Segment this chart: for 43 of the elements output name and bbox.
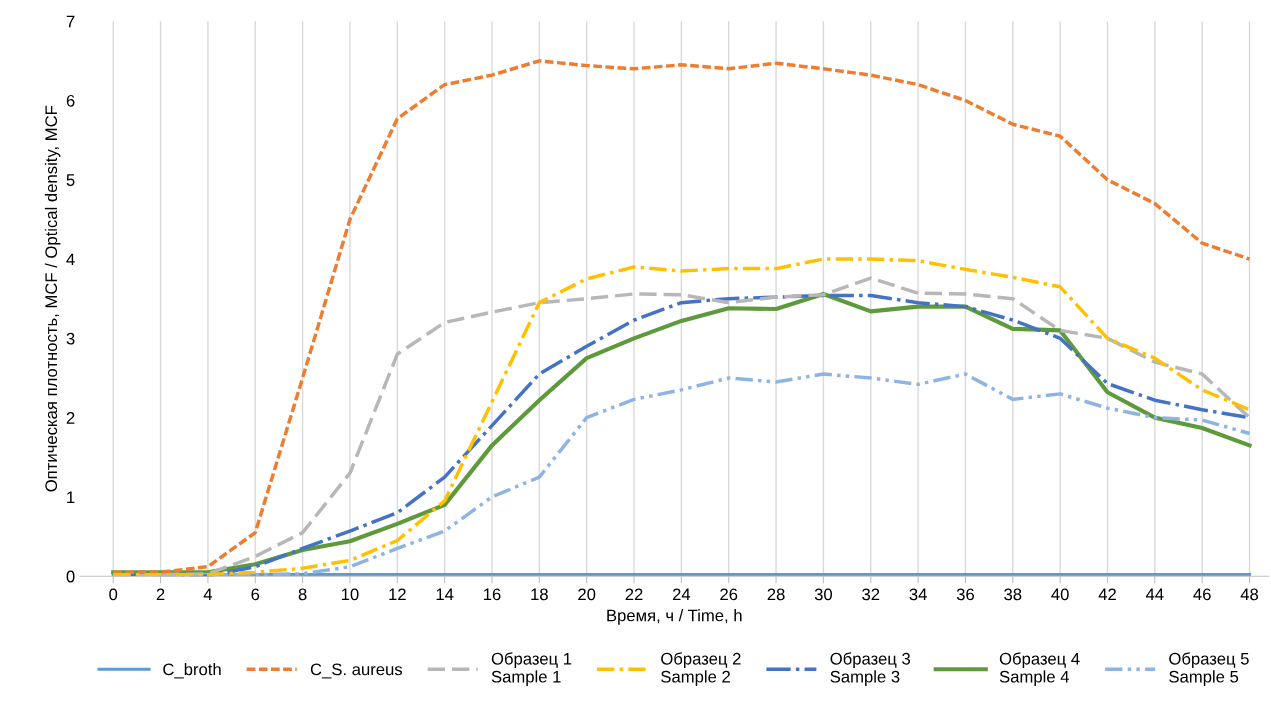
x-tick-label: 22	[625, 588, 643, 601]
y-tick-label: 6	[66, 94, 75, 107]
x-tick-label: 48	[1240, 588, 1259, 601]
x-tick-label: 26	[720, 588, 738, 601]
y-tick-label: 7	[66, 15, 75, 28]
legend-label: Образец 5 Sample 5	[1169, 652, 1249, 686]
line-series	[111, 59, 1252, 574]
legend-label: Образец 1 Sample 1	[491, 652, 572, 686]
x-tick-label: 10	[341, 588, 359, 601]
x-tick-label: 42	[1098, 588, 1116, 601]
x-tick-label: 6	[251, 588, 260, 601]
x-tick-label: 24	[672, 588, 691, 601]
y-tick-label: 2	[66, 412, 75, 424]
x-axis-title: Время, ч / Time, h	[607, 609, 742, 625]
x-tick-label: 18	[531, 588, 548, 601]
x-tick-label: 12	[389, 588, 406, 601]
legend-label: C_S. aureus	[310, 663, 403, 679]
y-tick-label: 4	[66, 253, 75, 266]
y-axis-title: Оптическая плотность, MCF / Optical density, MCF	[44, 105, 61, 492]
y-tick-label: 3	[66, 332, 75, 345]
x-tick-label: 34	[909, 588, 927, 601]
x-tick-label: 30	[814, 588, 833, 601]
x-tick-label: 14	[436, 588, 454, 601]
x-tick-label: 46	[1193, 588, 1211, 601]
x-tick-label: 4	[203, 588, 213, 601]
x-tick-label: 2	[156, 588, 165, 601]
x-tick-label: 16	[483, 588, 501, 601]
legend-label: Образец 3 Sample 3	[830, 652, 911, 686]
legend-label: C_broth	[163, 663, 221, 679]
x-tick-label: 20	[578, 588, 596, 601]
x-tick-label: 28	[767, 588, 785, 601]
x-tick-label: 40	[1051, 588, 1069, 601]
legend-label: Образец 4 Sample 4	[999, 652, 1080, 686]
x-tick-label: 38	[1004, 588, 1022, 601]
x-tick-label: 36	[956, 588, 974, 601]
x-tick-label: 0	[109, 588, 118, 601]
y-tick-label: 0	[66, 570, 75, 583]
x-tick-label: 8	[298, 588, 307, 601]
y-tick-label: 1	[67, 491, 75, 503]
x-tick-label: 44	[1145, 588, 1164, 601]
y-tick-label: 5	[66, 174, 75, 186]
x-tick-label: 32	[862, 588, 880, 601]
legend-label: Образец 2 Sample 2	[661, 652, 741, 686]
